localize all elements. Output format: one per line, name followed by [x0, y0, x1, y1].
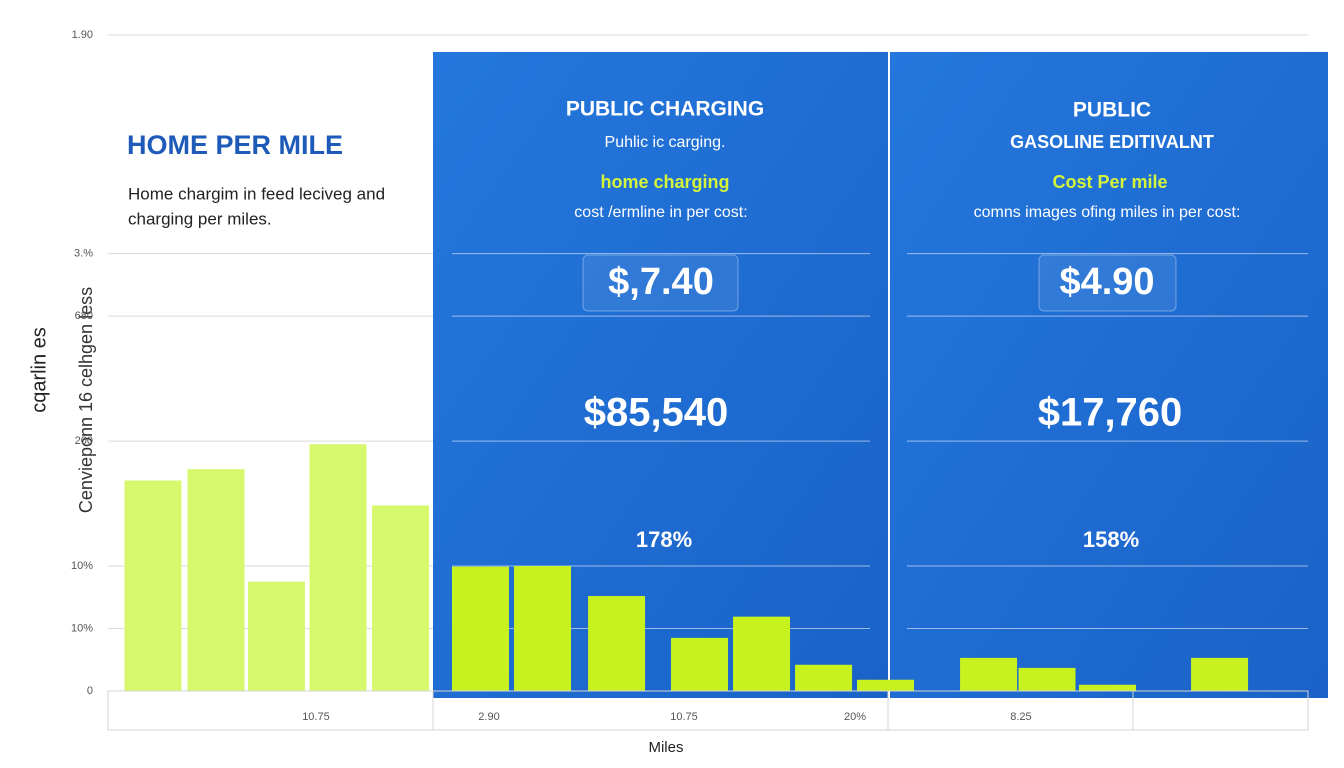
y-tick-label: 1.90	[72, 29, 93, 41]
panel-value: $4.90	[1059, 261, 1154, 303]
y-axis-title: cqarlin es	[28, 327, 50, 413]
panel-percent: 178%	[636, 527, 692, 552]
bar	[124, 480, 182, 691]
bar	[1078, 684, 1136, 691]
x-tick-label: 20%	[844, 711, 866, 723]
panel-title: GASOLINE EDITIVALNT	[1010, 132, 1214, 152]
bar	[247, 581, 305, 691]
x-tick-label: 10.75	[670, 711, 698, 723]
panel	[890, 52, 1328, 698]
panel-highlight: Cost Per mile	[1052, 172, 1167, 192]
panel-subtitle: Puhlic ic carging.	[605, 134, 726, 151]
bar	[372, 505, 430, 691]
bar	[1018, 667, 1076, 691]
panel-highlight: home charging	[600, 172, 729, 192]
panel-caption: comns images ofing miles in per cost:	[974, 204, 1241, 221]
x-tick-label: 8.25	[1010, 711, 1031, 723]
value-box	[1038, 254, 1177, 312]
bar	[514, 566, 572, 691]
value-box	[582, 254, 739, 312]
panel-title: PUBLIC	[1073, 99, 1151, 122]
bar	[733, 616, 791, 691]
x-axis-title: Miles	[648, 739, 683, 756]
bar	[451, 566, 509, 691]
x-axis-box	[107, 690, 1309, 731]
y-tick-label: 200	[75, 435, 93, 447]
panel-percent: 158%	[1083, 527, 1139, 552]
panel-title: PUBLIC CHARGING	[566, 98, 764, 121]
panel-caption: cost /ermline in per cost:	[574, 204, 747, 221]
bar	[856, 679, 914, 691]
x-tick-label: 2.90	[478, 711, 499, 723]
y-tick-label: 10%	[71, 560, 93, 572]
panel-total: $17,760	[1038, 391, 1183, 435]
description: Home chargim in feed leciveg and	[128, 184, 385, 203]
bar	[187, 469, 245, 691]
y-tick-label: 680	[75, 310, 93, 322]
bar	[588, 596, 646, 691]
y-axis-title: Cenvieponn 16 celhgen less	[76, 287, 96, 513]
y-tick-label: 3.%	[74, 248, 93, 260]
chart-title: HOME PER MILE	[127, 130, 343, 160]
bar	[309, 444, 367, 691]
panel-value: $,7.40	[608, 261, 714, 303]
bar	[795, 664, 853, 691]
bar	[960, 657, 1018, 691]
panel-total: $85,540	[584, 391, 729, 435]
y-tick-label: 0	[87, 685, 93, 697]
x-tick-label: 10.75	[302, 711, 330, 723]
bar	[670, 637, 728, 691]
y-tick-label: 10%	[71, 622, 93, 634]
description: charging per miles.	[128, 209, 272, 228]
bar	[1191, 657, 1249, 691]
